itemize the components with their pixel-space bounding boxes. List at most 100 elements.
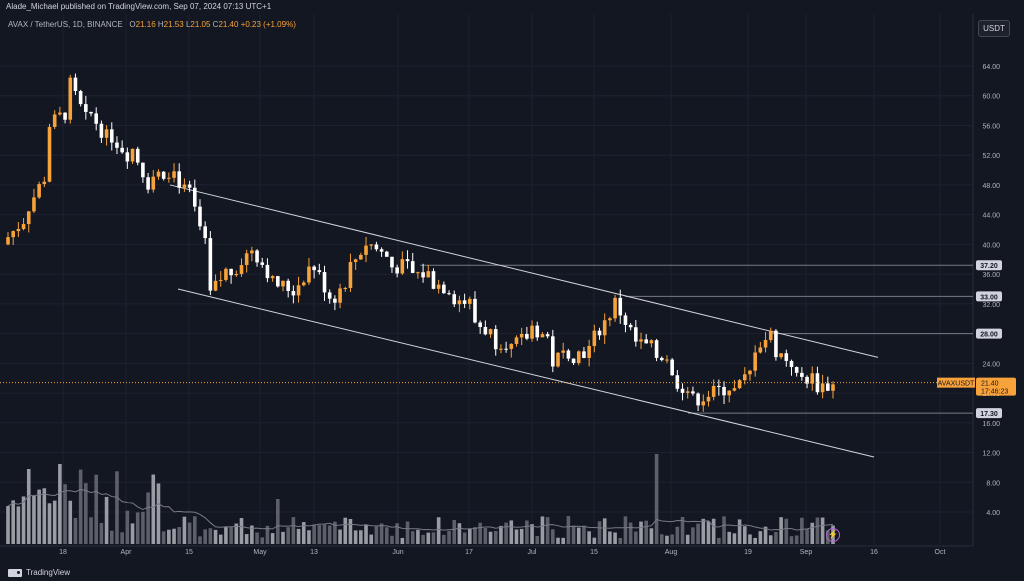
volume-bar <box>317 525 322 544</box>
x-tick-label: 19 <box>744 549 752 556</box>
candle-body <box>431 271 436 289</box>
candle-body <box>758 347 763 353</box>
candle-body <box>623 315 628 325</box>
volume-bar <box>374 526 379 544</box>
candle-body <box>327 292 332 299</box>
candle-body <box>338 288 342 303</box>
volume-bar <box>94 474 99 544</box>
volume-bar <box>789 536 794 544</box>
candle-body <box>99 123 104 138</box>
candle-body <box>78 91 83 105</box>
volume-bar <box>618 537 623 544</box>
volume-bar <box>84 483 88 544</box>
volume-bar <box>198 536 202 544</box>
candle-body <box>789 360 794 368</box>
volume-bar <box>810 522 815 544</box>
volume-bar <box>182 516 187 544</box>
candle-body <box>317 270 322 273</box>
candle-body <box>779 353 783 358</box>
volume-bar <box>639 521 643 544</box>
x-tick-label: Oct <box>935 549 946 556</box>
volume-bar <box>467 528 472 544</box>
candle-body <box>768 330 773 340</box>
tradingview-logo[interactable]: TradingView <box>8 568 70 577</box>
y-tick-label: 44.00 <box>982 213 1000 220</box>
x-tick-label: Aug <box>665 549 678 556</box>
candle-body <box>151 176 156 190</box>
candle-body <box>748 370 752 375</box>
lightning-icon[interactable]: ⚡ <box>826 528 840 542</box>
candle-body <box>192 187 197 207</box>
volume-bar <box>519 528 524 544</box>
candle-body <box>42 181 47 185</box>
candle-body <box>364 245 368 255</box>
candle-body <box>255 250 259 263</box>
volume-bar <box>78 469 83 544</box>
volume-bar <box>675 526 680 544</box>
volume-bar <box>291 517 296 544</box>
chart-area[interactable]: 4.008.0012.0016.0020.0024.0028.0032.0036… <box>0 14 1024 568</box>
volume-bar <box>540 516 545 544</box>
low-value: 21.05 <box>190 20 211 29</box>
candle-body <box>244 253 249 266</box>
price-chart[interactable]: 4.008.0012.0016.0020.0024.0028.0032.0036… <box>0 14 1024 568</box>
y-tick-label: 24.00 <box>982 361 1000 368</box>
candle-body <box>68 77 73 120</box>
candle-body <box>436 284 441 289</box>
countdown-label: 17:46:23 <box>981 389 1008 396</box>
currency-button[interactable]: USDT <box>978 20 1010 37</box>
volume-bar <box>348 518 353 544</box>
candle-body <box>405 259 410 262</box>
volume-bar <box>21 496 26 544</box>
volume-bar <box>571 525 576 544</box>
candle-body <box>395 267 399 274</box>
volume-bar <box>587 531 591 544</box>
change-value: +0.23 (+1.09%) <box>240 20 296 29</box>
volume-bar <box>737 519 742 544</box>
volume-bar <box>68 500 73 544</box>
candle-body <box>89 111 93 114</box>
volume-bar <box>379 523 384 544</box>
candle-body <box>608 318 612 321</box>
candle-body <box>343 287 348 289</box>
candle-body <box>442 284 446 294</box>
volume-bar <box>727 531 732 544</box>
candle-body <box>52 114 57 127</box>
volume-bar <box>732 533 737 544</box>
volume-bar <box>488 531 493 544</box>
candle-body <box>11 231 15 238</box>
candle-body <box>182 184 187 188</box>
volume-bar <box>395 523 399 544</box>
volume-bar <box>32 495 36 544</box>
candle-body <box>410 261 415 273</box>
candle-body <box>556 352 560 367</box>
volume-bar <box>800 517 804 544</box>
candle-body <box>322 272 327 293</box>
candle-body <box>94 113 99 124</box>
level-label: 17.30 <box>980 411 998 418</box>
volume-bar <box>286 527 290 544</box>
x-tick-label: 15 <box>185 549 193 556</box>
volume-bar <box>260 537 265 544</box>
volume-bar <box>779 517 783 544</box>
y-tick-label: 36.00 <box>982 272 1000 279</box>
footer-bar <box>0 566 1024 581</box>
last-price-label: 21.40 <box>981 381 999 388</box>
candle-body <box>452 294 457 305</box>
candle-body <box>571 358 576 364</box>
candle-body <box>644 339 649 344</box>
candle-body <box>296 285 301 296</box>
volume-bar <box>250 525 254 544</box>
candle-body <box>213 280 218 291</box>
volume-bar <box>665 535 669 544</box>
candle-body <box>348 261 353 288</box>
high-label: H <box>157 20 164 29</box>
volume-bar <box>815 517 820 544</box>
candle-body <box>167 177 171 179</box>
tradingview-logo-icon <box>8 568 22 577</box>
candle-body <box>826 383 830 391</box>
volume-bar <box>322 524 327 544</box>
volume-bar <box>602 518 607 544</box>
candle-body <box>649 340 654 344</box>
candle-body <box>706 396 711 402</box>
